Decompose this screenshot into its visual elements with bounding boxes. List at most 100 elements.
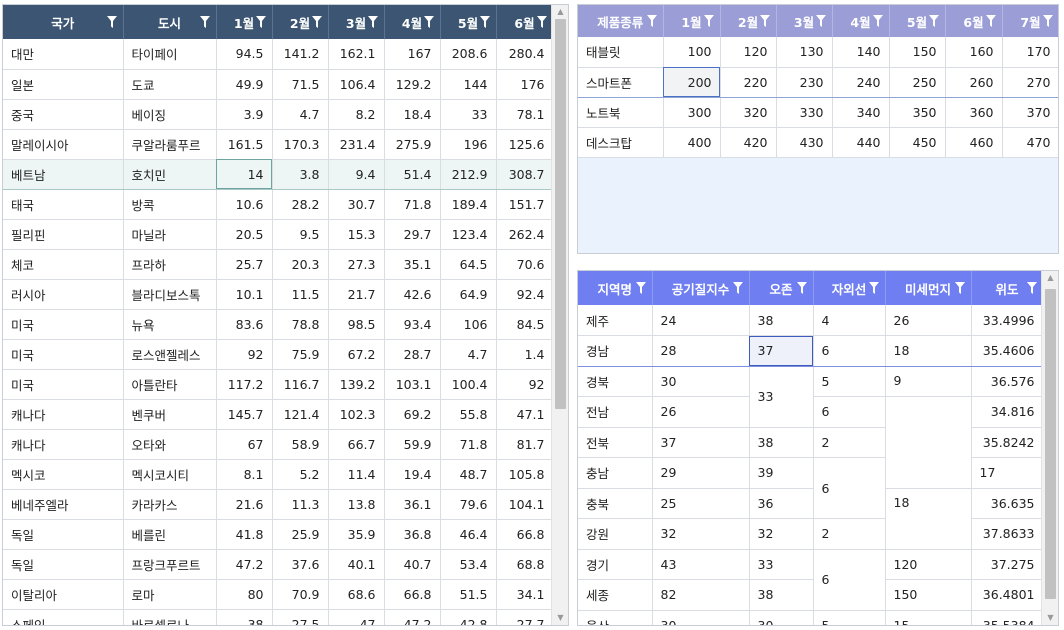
month-value-cell[interactable]: 70.9: [272, 579, 329, 610]
filter-icon[interactable]: [199, 16, 210, 28]
scrollbar-thumb[interactable]: [1045, 289, 1056, 599]
column-header[interactable]: 오존: [749, 271, 814, 305]
table-row[interactable]: 이탈리아 로마 80 70.9 68.6 66.8 51.5 34.1: [3, 579, 554, 610]
product-type-cell[interactable]: 노트북: [578, 97, 664, 128]
country-cell[interactable]: 말레이시아: [3, 129, 124, 160]
month-value-cell[interactable]: 450: [889, 127, 946, 158]
filter-icon[interactable]: [759, 15, 770, 27]
month-value-cell[interactable]: 66.8: [384, 579, 441, 610]
ozone-cell[interactable]: 38: [749, 579, 814, 611]
month-value-cell[interactable]: 36.8: [384, 519, 441, 550]
column-header[interactable]: 국가: [3, 5, 124, 39]
month-value-cell[interactable]: 151.7: [496, 189, 554, 220]
month-value-cell[interactable]: 69.2: [384, 399, 441, 430]
month-value-cell[interactable]: 8.2: [328, 99, 385, 130]
month-value-cell[interactable]: 11.3: [272, 489, 329, 520]
month-value-cell[interactable]: 35.9: [328, 519, 385, 550]
city-cell[interactable]: 마닐라: [123, 219, 217, 250]
column-header[interactable]: 자외선: [813, 271, 886, 305]
month-value-cell[interactable]: 78.1: [496, 99, 554, 130]
uv-cell[interactable]: 6: [813, 335, 886, 367]
country-cell[interactable]: 캐나다: [3, 429, 124, 460]
city-cell[interactable]: 로스앤젤레스: [123, 339, 217, 370]
month-value-cell[interactable]: 100.4: [440, 369, 497, 400]
country-cell[interactable]: 일본: [3, 69, 124, 100]
month-value-cell[interactable]: 37.6: [272, 549, 329, 580]
month-value-cell[interactable]: 231.4: [328, 129, 385, 160]
table-row[interactable]: 경북 30 33 5 9 36.576: [578, 366, 1044, 428]
filter-icon[interactable]: [1026, 282, 1037, 294]
column-header[interactable]: 4월: [384, 5, 441, 39]
filter-icon[interactable]: [872, 15, 883, 27]
month-value-cell[interactable]: 20.5: [216, 219, 273, 250]
month-value-cell[interactable]: 29.7: [384, 219, 441, 250]
country-cell[interactable]: 대만: [3, 39, 124, 70]
month-value-cell[interactable]: 35.1: [384, 249, 441, 280]
month-value-cell[interactable]: 130: [776, 37, 833, 68]
scrollbar-thumb[interactable]: [555, 19, 566, 409]
table-row[interactable]: 제주 24 38 4 26 33.4996: [578, 305, 1044, 336]
region-cell[interactable]: 강원: [578, 518, 653, 550]
month-value-cell[interactable]: 208.6: [440, 39, 497, 70]
month-value-cell[interactable]: 5.2: [272, 459, 329, 490]
month-value-cell[interactable]: 117.2: [216, 369, 273, 400]
table-row[interactable]: 경기 43 33 6 120 37.275: [578, 549, 1044, 611]
table-row-selected[interactable]: 베트남 호치민 14 3.8 9.4 51.4 212.9 308.7: [3, 158, 554, 190]
grid3-vertical-scrollbar[interactable]: ▲ ▼: [1041, 271, 1058, 625]
month-value-cell[interactable]: 300: [663, 97, 721, 128]
month-value-cell[interactable]: 3.8: [272, 158, 329, 190]
city-cell[interactable]: 벤쿠버: [123, 399, 217, 430]
month-value-cell[interactable]: 18.4: [384, 99, 441, 130]
month-value-cell[interactable]: 106.4: [328, 69, 385, 100]
latitude-cell[interactable]: 35.8242: [971, 427, 1044, 458]
country-cell[interactable]: 체코: [3, 249, 124, 280]
region-cell[interactable]: 울산: [578, 610, 653, 625]
city-cell[interactable]: 베이징: [123, 99, 217, 130]
ozone-cell[interactable]: 30: [749, 610, 814, 625]
month-value-cell[interactable]: 47.2: [216, 549, 273, 580]
table-row[interactable]: 독일 프랑크푸르트 47.2 37.6 40.1 40.7 53.4 68.8: [3, 549, 554, 580]
ozone-cell[interactable]: 33: [749, 549, 814, 580]
month-value-cell[interactable]: 28.2: [272, 189, 329, 220]
month-value-cell[interactable]: 189.4: [440, 189, 497, 220]
city-cell[interactable]: 오타와: [123, 429, 217, 460]
country-cell[interactable]: 멕시코: [3, 459, 124, 490]
month-value-cell[interactable]: 160: [945, 37, 1003, 68]
month-value-cell[interactable]: 78.8: [272, 309, 329, 340]
month-value-cell[interactable]: 25.7: [216, 249, 273, 280]
month-value-cell[interactable]: 92: [496, 369, 554, 400]
table-row-selected[interactable]: 경남 28 37 6 18 35.4606: [578, 335, 1044, 367]
ozone-cell[interactable]: 36: [749, 488, 814, 519]
table-row[interactable]: 대만 타이페이 94.5 141.2 162.1 167 208.6 280.4: [3, 39, 554, 70]
table-row[interactable]: 세종 82 38 150 36.4801: [578, 579, 1044, 611]
dust-cell[interactable]: 120: [885, 549, 972, 580]
month-value-cell[interactable]: 105.8: [496, 459, 554, 490]
month-value-cell[interactable]: 230: [776, 66, 833, 98]
month-value-cell[interactable]: 430: [776, 127, 833, 158]
table-row[interactable]: 베네주엘라 카라카스 21.6 11.3 13.8 36.1 79.6 104.1: [3, 489, 554, 520]
month-value-cell[interactable]: 150: [889, 37, 946, 68]
filter-icon[interactable]: [106, 16, 117, 28]
month-value-cell[interactable]: 440: [832, 127, 890, 158]
month-value-cell[interactable]: 40.7: [384, 549, 441, 580]
dust-cell[interactable]: 17: [971, 457, 1044, 489]
aqi-cell[interactable]: 37: [652, 427, 750, 458]
column-header[interactable]: 공기질지수: [652, 271, 750, 305]
month-value-cell[interactable]: 162.1: [328, 39, 385, 70]
region-cell[interactable]: 전북: [578, 427, 653, 458]
uv-cell-merged[interactable]: 6: [813, 457, 886, 519]
uv-cell[interactable]: 4: [813, 305, 886, 336]
month-value-cell[interactable]: 47.1: [496, 399, 554, 430]
uv-cell[interactable]: 5: [813, 366, 886, 397]
month-value-cell[interactable]: 14: [216, 158, 273, 190]
filter-icon[interactable]: [732, 282, 743, 294]
month-value-cell[interactable]: 161.5: [216, 129, 273, 160]
filter-icon[interactable]: [255, 16, 266, 28]
column-header[interactable]: 1월: [663, 5, 721, 37]
grid1-vertical-scrollbar[interactable]: ▲ ▼: [551, 5, 568, 625]
month-value-cell[interactable]: 71.8: [384, 189, 441, 220]
scroll-down-arrow-icon[interactable]: ▼: [557, 613, 564, 622]
latitude-cell[interactable]: 36.635: [971, 488, 1044, 519]
scroll-down-arrow-icon[interactable]: ▼: [1047, 613, 1054, 622]
month-value-cell[interactable]: 70.6: [496, 249, 554, 280]
